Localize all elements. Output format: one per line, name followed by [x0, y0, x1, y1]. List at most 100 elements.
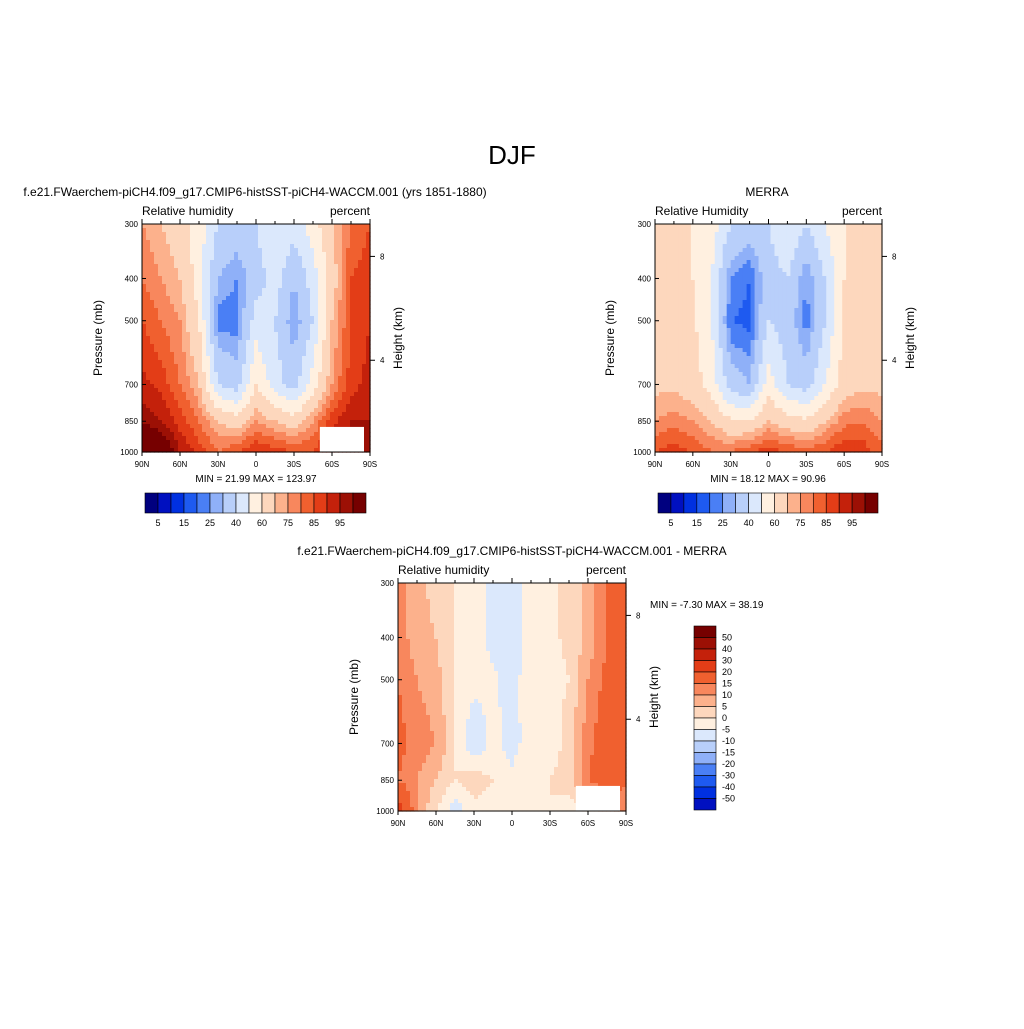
contour-cell — [751, 264, 756, 269]
contour-cell — [262, 328, 267, 333]
contour-cell — [767, 236, 772, 241]
contour-cell — [298, 436, 303, 441]
contour-cell — [842, 236, 847, 241]
contour-cell — [270, 428, 275, 433]
contour-cell — [222, 396, 227, 401]
contour-cell — [226, 348, 231, 353]
contour-cell — [763, 244, 768, 249]
contour-cell — [218, 348, 223, 353]
contour-cell — [759, 288, 764, 293]
contour-cell — [663, 324, 668, 329]
contour-cell — [238, 240, 243, 245]
contour-cell — [798, 288, 803, 293]
contour-cell — [751, 300, 756, 305]
contour-cell — [707, 256, 712, 261]
contour-cell — [186, 244, 191, 249]
contour-cell — [182, 344, 187, 349]
contour-cell — [246, 424, 251, 429]
contour-cell — [242, 392, 247, 397]
contour-cell — [767, 248, 772, 253]
contour-cell — [258, 320, 263, 325]
contour-cell — [318, 332, 323, 337]
contour-cell — [310, 400, 315, 405]
contour-cell — [226, 440, 231, 445]
contour-cell — [286, 228, 291, 233]
contour-cell — [774, 332, 779, 337]
contour-cell — [691, 232, 696, 237]
contour-cell — [763, 336, 768, 341]
topography-mask — [320, 427, 364, 452]
contour-cell — [258, 436, 263, 441]
contour-cell — [230, 364, 235, 369]
contour-cell — [146, 256, 151, 261]
contour-cell — [358, 272, 363, 277]
contour-cell — [806, 292, 811, 297]
contour-cell — [794, 224, 799, 229]
contour-cell — [310, 276, 315, 281]
contour-cell — [354, 224, 359, 229]
contour-cell — [218, 256, 223, 261]
contour-cell — [671, 300, 676, 305]
contour-cell — [727, 228, 732, 233]
contour-cell — [222, 280, 227, 285]
contour-cell — [362, 256, 367, 261]
contour-cell — [334, 332, 339, 337]
contour-cell — [846, 272, 851, 277]
contour-cell — [318, 380, 323, 385]
contour-cell — [170, 296, 175, 301]
contour-cell — [154, 424, 159, 429]
contour-cell — [747, 264, 752, 269]
contour-cell — [162, 284, 167, 289]
contour-cell — [242, 332, 247, 337]
contour-cell — [715, 316, 720, 321]
contour-cell — [254, 352, 259, 357]
contour-cell — [262, 364, 267, 369]
contour-cell — [142, 284, 147, 289]
contour-cell — [691, 236, 696, 241]
contour-cell — [242, 284, 247, 289]
contour-cell — [218, 408, 223, 413]
contour-cell — [274, 364, 279, 369]
contour-cell — [282, 360, 287, 365]
contour-cell — [691, 268, 696, 273]
contour-cell — [186, 272, 191, 277]
contour-cell — [743, 332, 748, 337]
contour-cell — [170, 236, 175, 241]
contour-cell — [258, 268, 263, 273]
contour-cell — [282, 224, 287, 229]
contour-cell — [234, 436, 239, 441]
contour-cell — [326, 360, 331, 365]
contour-cell — [838, 300, 843, 305]
contour-cell — [830, 228, 835, 233]
contour-cell — [282, 308, 287, 313]
contour-cell — [826, 228, 831, 233]
contour-cell — [202, 368, 207, 373]
contour-cell — [850, 232, 855, 237]
contour-cell — [675, 308, 680, 313]
contour-cell — [186, 252, 191, 257]
contour-cell — [154, 404, 159, 409]
contour-cell — [210, 408, 215, 413]
contour-cell — [334, 348, 339, 353]
contour-cell — [683, 324, 688, 329]
contour-cell — [826, 240, 831, 245]
contour-cell — [166, 292, 171, 297]
contour-cell — [342, 312, 347, 317]
contour-cell — [162, 400, 167, 405]
contour-cell — [814, 248, 819, 253]
contour-cell — [202, 376, 207, 381]
contour-cell — [338, 236, 343, 241]
contour-cell — [774, 228, 779, 233]
contour-cell — [342, 284, 347, 289]
contour-cell — [174, 276, 179, 281]
contour-cell — [158, 420, 163, 425]
contour-cell — [298, 252, 303, 257]
contour-cell — [314, 424, 319, 429]
contour-cell — [326, 260, 331, 265]
contour-cell — [194, 316, 199, 321]
contour-cell — [770, 276, 775, 281]
contour-cell — [719, 308, 724, 313]
contour-cell — [667, 272, 672, 277]
contour-cell — [222, 436, 227, 441]
contour-cell — [695, 268, 700, 273]
